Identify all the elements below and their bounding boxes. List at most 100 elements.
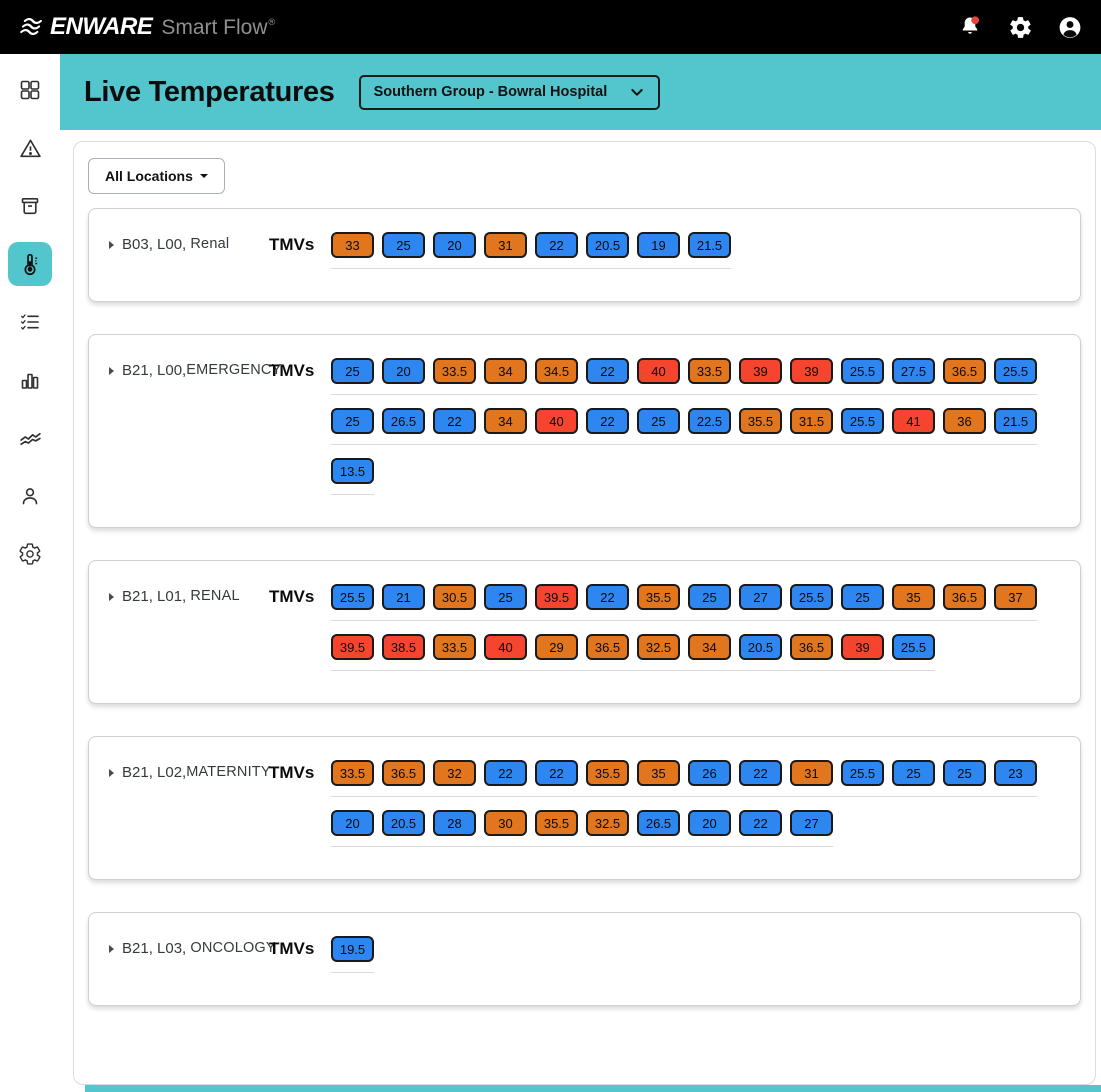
tmv-temperature-badge[interactable]: 39.5 (535, 584, 578, 610)
sidebar-item-alerts[interactable] (8, 126, 52, 170)
tmv-temperature-badge[interactable]: 25 (331, 408, 374, 434)
tmv-temperature-badge[interactable]: 36.5 (382, 760, 425, 786)
tmv-temperature-badge[interactable]: 20.5 (586, 232, 629, 258)
tmv-temperature-badge[interactable]: 25.5 (841, 358, 884, 384)
expand-caret-icon[interactable] (109, 769, 114, 777)
tmv-temperature-badge[interactable]: 25 (637, 408, 680, 434)
tmv-temperature-badge[interactable]: 22.5 (688, 408, 731, 434)
tmv-temperature-badge[interactable]: 35 (892, 584, 935, 610)
tmv-temperature-badge[interactable]: 37 (994, 584, 1037, 610)
tmv-temperature-badge[interactable]: 25 (331, 358, 374, 384)
tmv-temperature-badge[interactable]: 32 (433, 760, 476, 786)
tmv-temperature-badge[interactable]: 25 (484, 584, 527, 610)
tmv-temperature-badge[interactable]: 30 (484, 810, 527, 836)
tmv-temperature-badge[interactable]: 27 (790, 810, 833, 836)
tmv-temperature-badge[interactable]: 35.5 (535, 810, 578, 836)
tmv-temperature-badge[interactable]: 25.5 (841, 408, 884, 434)
tmv-temperature-badge[interactable]: 20 (688, 810, 731, 836)
tmv-temperature-badge[interactable]: 25.5 (331, 584, 374, 610)
tmv-temperature-badge[interactable]: 33.5 (433, 634, 476, 660)
tmv-temperature-badge[interactable]: 25 (943, 760, 986, 786)
sidebar-item-checklist[interactable] (8, 300, 52, 344)
tmv-temperature-badge[interactable]: 27.5 (892, 358, 935, 384)
tmv-temperature-badge[interactable]: 20 (433, 232, 476, 258)
tmv-temperature-badge[interactable]: 26.5 (637, 810, 680, 836)
tmv-temperature-badge[interactable]: 41 (892, 408, 935, 434)
tmv-temperature-badge[interactable]: 25 (688, 584, 731, 610)
tmv-temperature-badge[interactable]: 36.5 (943, 584, 986, 610)
tmv-temperature-badge[interactable]: 20.5 (382, 810, 425, 836)
tmv-temperature-badge[interactable]: 13.5 (331, 458, 374, 484)
tmv-temperature-badge[interactable]: 28 (433, 810, 476, 836)
tmv-temperature-badge[interactable]: 35.5 (739, 408, 782, 434)
tmv-temperature-badge[interactable]: 36 (943, 408, 986, 434)
tmv-temperature-badge[interactable]: 35.5 (637, 584, 680, 610)
tmv-temperature-badge[interactable]: 22 (586, 408, 629, 434)
sidebar-item-live-temperatures[interactable] (8, 242, 52, 286)
tmv-temperature-badge[interactable]: 40 (535, 408, 578, 434)
user-avatar-icon[interactable] (1057, 14, 1083, 40)
tmv-temperature-badge[interactable]: 25.5 (892, 634, 935, 660)
tmv-temperature-badge[interactable]: 25.5 (994, 358, 1037, 384)
tmv-temperature-badge[interactable]: 22 (535, 760, 578, 786)
sidebar-item-dashboard[interactable] (8, 68, 52, 112)
tmv-temperature-badge[interactable]: 22 (535, 232, 578, 258)
all-locations-filter-button[interactable]: All Locations (88, 158, 225, 194)
tmv-temperature-badge[interactable]: 35.5 (586, 760, 629, 786)
tmv-temperature-badge[interactable]: 22 (433, 408, 476, 434)
tmv-temperature-badge[interactable]: 21.5 (994, 408, 1037, 434)
tmv-temperature-badge[interactable]: 39.5 (331, 634, 374, 660)
tmv-temperature-badge[interactable]: 25 (382, 232, 425, 258)
tmv-temperature-badge[interactable]: 22 (586, 584, 629, 610)
tmv-temperature-badge[interactable]: 33.5 (433, 358, 476, 384)
tmv-temperature-badge[interactable]: 29 (535, 634, 578, 660)
tmv-temperature-badge[interactable]: 19.5 (331, 936, 374, 962)
tmv-temperature-badge[interactable]: 27 (739, 584, 782, 610)
tmv-temperature-badge[interactable]: 31.5 (790, 408, 833, 434)
tmv-temperature-badge[interactable]: 33.5 (331, 760, 374, 786)
tmv-temperature-badge[interactable]: 34 (484, 358, 527, 384)
site-selector-dropdown[interactable]: Southern Group - Bowral Hospital (358, 74, 661, 110)
tmv-temperature-badge[interactable]: 36.5 (790, 634, 833, 660)
tmv-temperature-badge[interactable]: 32.5 (637, 634, 680, 660)
tmv-temperature-badge[interactable]: 20 (331, 810, 374, 836)
tmv-temperature-badge[interactable]: 33.5 (688, 358, 731, 384)
tmv-temperature-badge[interactable]: 39 (841, 634, 884, 660)
tmv-temperature-badge[interactable]: 22 (586, 358, 629, 384)
tmv-temperature-badge[interactable]: 36.5 (943, 358, 986, 384)
tmv-temperature-badge[interactable]: 34 (688, 634, 731, 660)
tmv-temperature-badge[interactable]: 25.5 (790, 584, 833, 610)
tmv-temperature-badge[interactable]: 21.5 (688, 232, 731, 258)
expand-caret-icon[interactable] (109, 241, 114, 249)
tmv-temperature-badge[interactable]: 39 (739, 358, 782, 384)
tmv-temperature-badge[interactable]: 31 (484, 232, 527, 258)
tmv-temperature-badge[interactable]: 26 (688, 760, 731, 786)
tmv-temperature-badge[interactable]: 36.5 (586, 634, 629, 660)
tmv-temperature-badge[interactable]: 26.5 (382, 408, 425, 434)
tmv-temperature-badge[interactable]: 40 (484, 634, 527, 660)
tmv-temperature-badge[interactable]: 25 (892, 760, 935, 786)
tmv-temperature-badge[interactable]: 25 (841, 584, 884, 610)
tmv-temperature-badge[interactable]: 32.5 (586, 810, 629, 836)
tmv-temperature-badge[interactable]: 38.5 (382, 634, 425, 660)
sidebar-item-settings[interactable] (8, 532, 52, 576)
tmv-temperature-badge[interactable]: 22 (739, 810, 782, 836)
header-settings-gear-icon[interactable] (1007, 14, 1033, 40)
expand-caret-icon[interactable] (109, 593, 114, 601)
notifications-bell-icon[interactable] (957, 14, 983, 40)
tmv-temperature-badge[interactable]: 34 (484, 408, 527, 434)
tmv-temperature-badge[interactable]: 35 (637, 760, 680, 786)
tmv-temperature-badge[interactable]: 19 (637, 232, 680, 258)
tmv-temperature-badge[interactable]: 40 (637, 358, 680, 384)
tmv-temperature-badge[interactable]: 20.5 (739, 634, 782, 660)
tmv-temperature-badge[interactable]: 22 (739, 760, 782, 786)
tmv-temperature-badge[interactable]: 34.5 (535, 358, 578, 384)
expand-caret-icon[interactable] (109, 367, 114, 375)
tmv-temperature-badge[interactable]: 20 (382, 358, 425, 384)
tmv-temperature-badge[interactable]: 39 (790, 358, 833, 384)
sidebar-item-trends[interactable] (8, 416, 52, 460)
tmv-temperature-badge[interactable]: 22 (484, 760, 527, 786)
tmv-temperature-badge[interactable]: 25.5 (841, 760, 884, 786)
tmv-temperature-badge[interactable]: 31 (790, 760, 833, 786)
sidebar-item-bar-chart[interactable] (8, 358, 52, 402)
